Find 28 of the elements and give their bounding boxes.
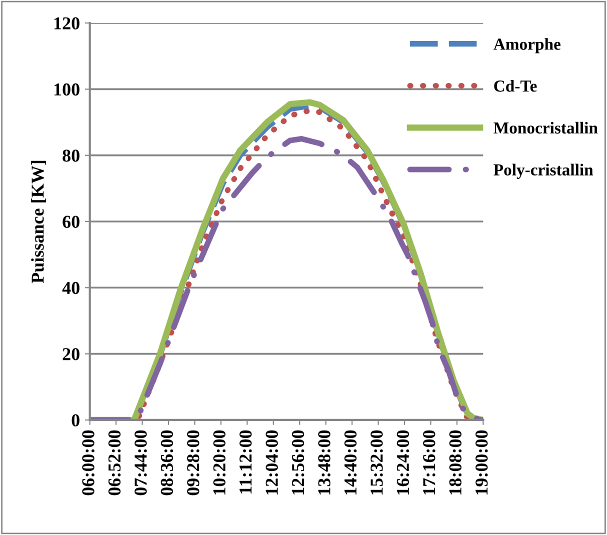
y-tick-label: 0 [72, 414, 80, 426]
x-tick-label: 09:28:00 [187, 430, 200, 496]
x-tick-label: 11:12:00 [240, 430, 252, 494]
x-tick-label: 15:32:00 [370, 430, 383, 494]
legend-label: Cd-Te [494, 80, 537, 92]
x-tick-label: 06:00:00 [82, 430, 94, 496]
x-tick-label: 17:16:00 [423, 430, 436, 494]
y-tick-label: 20 [62, 348, 80, 360]
x-tick-label: 10:20:00 [213, 430, 226, 494]
legend-label: Monocristallin [494, 122, 598, 134]
y-axis-title: Puissance [KW] [31, 160, 46, 284]
x-tick-label: 14:40:00 [344, 430, 357, 494]
x-tick-label: 13:48:00 [318, 430, 330, 494]
y-tick-label: 100 [54, 83, 80, 96]
x-tick-label: 06:52:00 [108, 430, 121, 496]
legend-label: Amorphe [494, 38, 561, 54]
y-tick-label: 60 [62, 216, 80, 228]
y-tick-label: 120 [54, 17, 80, 30]
x-tick-label: 08:36:00 [160, 430, 174, 496]
y-tick-label: 80 [62, 150, 80, 162]
y-tick-label: 40 [62, 282, 80, 294]
x-tick-label: 19:00:00 [476, 430, 488, 494]
x-tick-label: 12:04:00 [266, 430, 278, 494]
x-tick-label: 16:24:00 [396, 430, 410, 494]
legend-label: Poly-cristallin [494, 164, 594, 179]
x-tick-label: 18:08:00 [449, 430, 462, 494]
x-tick-label: 07:44:00 [134, 430, 147, 496]
x-tick-label: 12:56:00 [292, 430, 304, 494]
